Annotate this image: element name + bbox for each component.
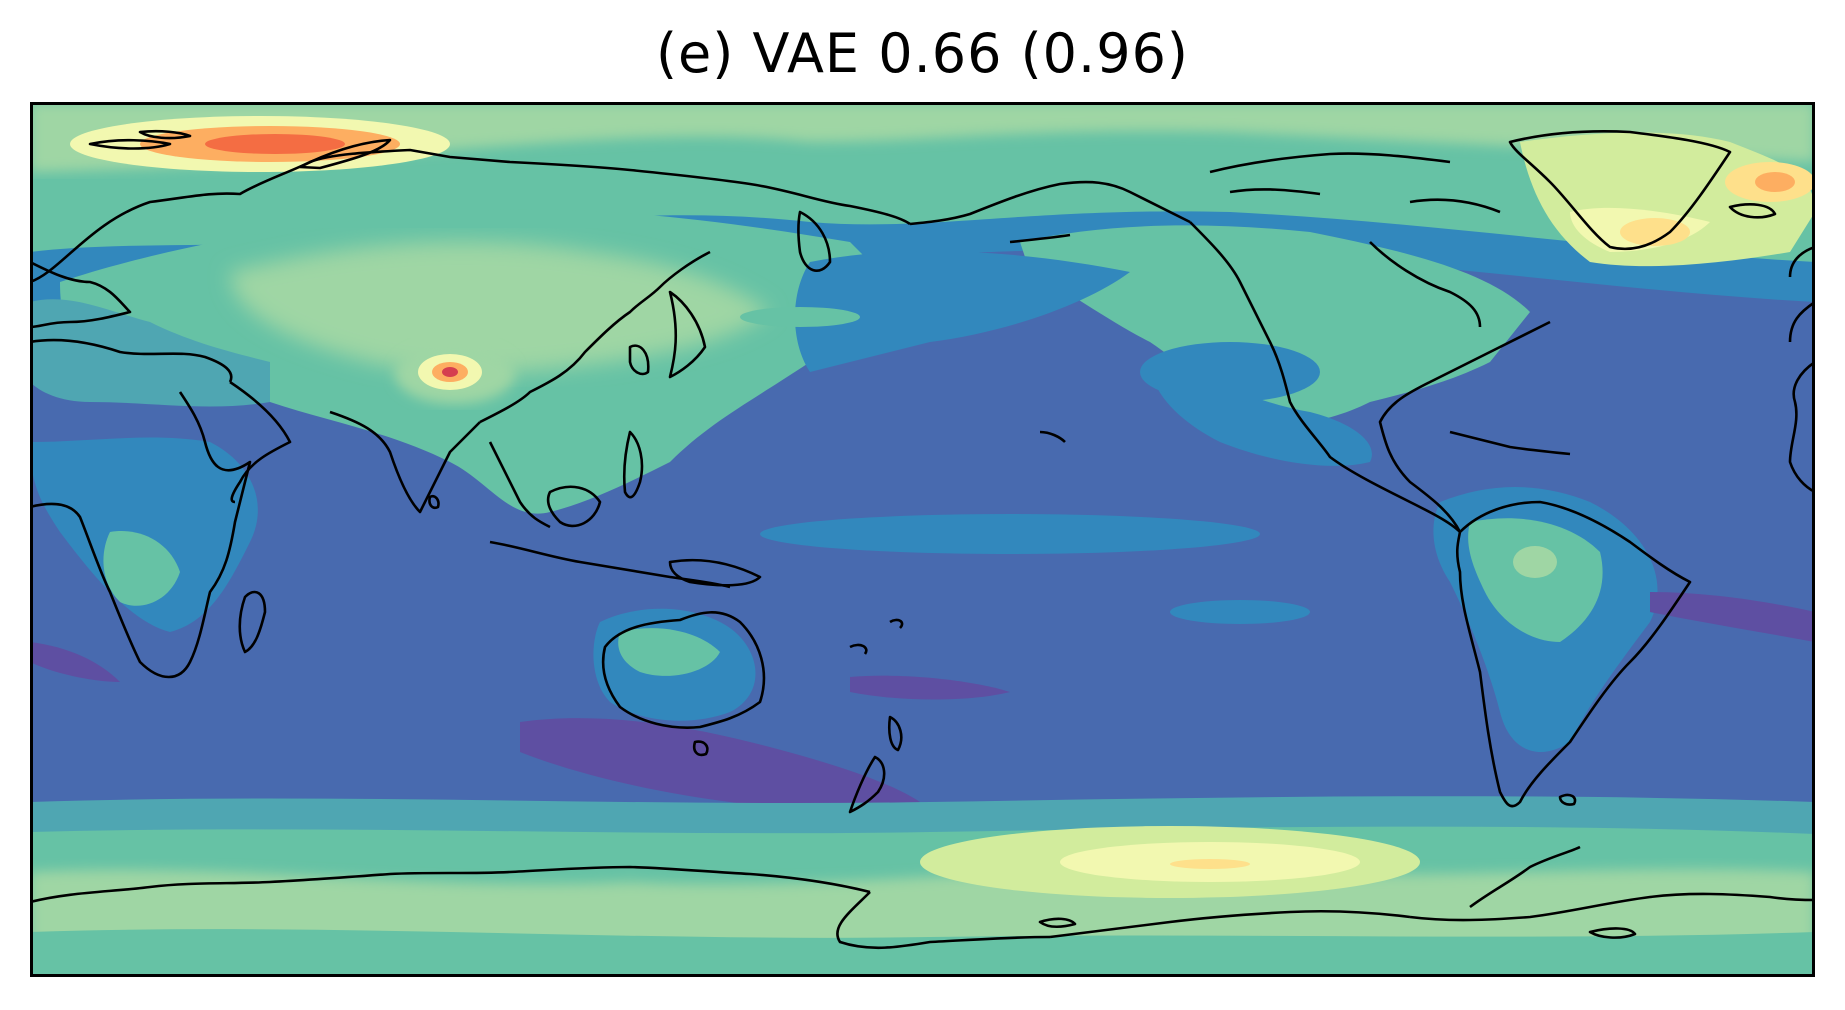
field-antarctica-inner	[30, 929, 1815, 977]
coastline-pacific-islands	[849, 430, 1066, 655]
coastline-india	[329, 410, 481, 514]
coastline-n-america-east	[1378, 320, 1551, 533]
coastline-antarctica-peninsula-2	[1469, 845, 1581, 909]
field-trop-band-2	[1170, 600, 1310, 624]
coastline-antarctica-peninsula	[836, 891, 1051, 950]
coastline-korea	[628, 344, 650, 376]
field-purple-1	[520, 718, 920, 812]
field-n-pacific-3	[1140, 342, 1320, 402]
coastline-australia	[601, 611, 766, 729]
field-tibet-4	[442, 367, 458, 377]
coastline-n-america-west	[1189, 221, 1461, 533]
field-s-america-2	[1468, 518, 1603, 642]
field-africa	[30, 437, 258, 632]
field-n-pacific-2	[740, 307, 860, 327]
coastline-arabia	[229, 380, 292, 504]
field-greenland-3	[1620, 218, 1690, 246]
coastline-antarctica-islands	[1038, 917, 1637, 939]
coastline-aleutians	[1009, 233, 1071, 244]
field-australia-inner	[618, 628, 720, 676]
coastline-greenland	[1508, 130, 1732, 251]
coastline-alaska	[909, 180, 1191, 226]
field-siberia-3	[205, 134, 345, 154]
coastline-kamchatka	[797, 210, 832, 272]
field-trop-band-1	[760, 514, 1260, 554]
map-panel	[30, 102, 1815, 977]
coastline-indonesia	[489, 540, 731, 589]
coastline-iceland	[1728, 203, 1777, 219]
coastline-canadian-arctic	[1209, 152, 1501, 214]
field-africa-south	[103, 531, 180, 606]
coastline-novaya-zemlya	[298, 138, 392, 170]
coastline-eurasia-north	[30, 148, 911, 284]
coastline-antarctica-east	[1409, 892, 1815, 922]
field-south-hot-3	[1170, 859, 1250, 869]
coastlines	[30, 129, 1815, 950]
coastline-tasmania	[692, 740, 709, 757]
coastline-arctic-islands	[88, 129, 192, 150]
field-n-pacific	[795, 251, 1130, 372]
coastline-caribbean	[1449, 430, 1571, 456]
coastline-philippines	[622, 430, 644, 499]
coastline-malay	[488, 441, 551, 529]
field-greenland-5	[1755, 172, 1795, 192]
coastline-nz-north	[887, 715, 903, 752]
coastline-nz-south	[848, 755, 886, 814]
coastline-se-asia	[479, 250, 711, 424]
coastline-antarctica-west	[30, 865, 871, 904]
coastline-new-guinea	[668, 558, 762, 587]
coastline-s-america	[1455, 500, 1692, 808]
field-north-band-3	[30, 102, 1815, 172]
coastline-borneo	[546, 485, 602, 528]
field-purple-3	[1650, 592, 1815, 642]
coastline-japan	[668, 290, 707, 379]
field-purple-4	[30, 642, 120, 682]
field-layer	[30, 102, 1815, 977]
coastline-west-europe-edge	[1788, 245, 1815, 343]
field-s-america-3	[1513, 546, 1557, 578]
field-eurasia-lighter	[230, 241, 770, 374]
coastline-hudson-bay	[1369, 241, 1482, 328]
coastline-africa-edge	[1788, 360, 1815, 494]
map-svg	[30, 102, 1815, 977]
map-frame-border	[30, 102, 1815, 977]
coastline-mediterranean	[30, 338, 233, 383]
figure-title: (e) VAE 0.66 (0.96)	[655, 22, 1189, 85]
coastline-antarctica-ross	[1049, 909, 1411, 939]
coastline-africa	[30, 391, 252, 679]
coastline-falklands	[1558, 793, 1577, 806]
coastline-madagascar	[238, 590, 267, 654]
field-purple-2	[850, 675, 1010, 700]
coastline-sri-lanka	[428, 494, 440, 510]
coastline-europe	[30, 260, 132, 329]
field-n-america	[1020, 225, 1530, 423]
